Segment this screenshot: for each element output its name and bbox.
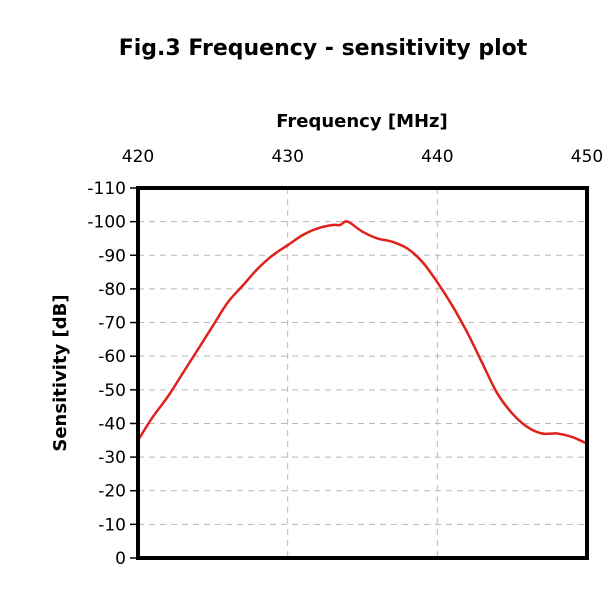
y-tick-label: -20 xyxy=(98,482,126,502)
y-tick-label: -100 xyxy=(87,213,126,233)
x-tick-label: 420 xyxy=(122,147,154,167)
x-tick-label: 440 xyxy=(421,147,453,167)
y-tick-label: -50 xyxy=(98,381,126,401)
y-tick-label: -40 xyxy=(98,414,126,434)
x-tick-label: 450 xyxy=(571,147,603,167)
data-point xyxy=(211,324,214,328)
x-axis-title: Frequency [MHz] xyxy=(276,111,448,132)
data-point xyxy=(181,371,185,375)
data-point xyxy=(151,415,155,418)
data-point xyxy=(525,425,529,428)
sensitivity-line xyxy=(136,220,588,445)
data-point xyxy=(570,435,574,439)
data-point xyxy=(346,220,349,223)
data-point xyxy=(361,230,364,233)
data-point xyxy=(376,237,379,240)
data-point xyxy=(511,412,514,415)
data-point xyxy=(196,348,200,351)
data-point xyxy=(436,281,439,284)
y-tick-label: -10 xyxy=(98,515,126,535)
data-point xyxy=(481,361,484,365)
plot-frame xyxy=(136,186,589,560)
x-tick-labels: 420 430 440 450 xyxy=(122,147,603,167)
data-point xyxy=(496,392,499,395)
data-point xyxy=(271,254,274,257)
data-point xyxy=(256,267,259,270)
chart-title: Fig.3 Frequency - sensitivity plot xyxy=(119,36,528,61)
data-point xyxy=(540,432,544,435)
data-point xyxy=(406,247,409,250)
data-point xyxy=(466,331,469,334)
y-tick-label: -70 xyxy=(98,314,126,334)
y-axis-title: Sensitivity [dB] xyxy=(50,294,71,451)
grid xyxy=(138,188,587,558)
data-point xyxy=(451,304,454,307)
y-tick-label: -80 xyxy=(98,280,126,300)
data-point xyxy=(555,432,559,435)
data-point xyxy=(241,284,244,287)
y-tick-label: -90 xyxy=(98,246,126,266)
data-point xyxy=(166,395,170,398)
x-tick-label: 430 xyxy=(271,147,303,167)
data-point xyxy=(338,223,342,227)
data-point xyxy=(226,301,229,304)
y-tick-label: -60 xyxy=(98,347,126,367)
data-point xyxy=(391,240,394,243)
y-tick-label: -30 xyxy=(98,448,126,468)
data-point xyxy=(421,260,424,264)
y-tick-labels: -110-100-90-80-70-60-50-40-30-20-100 xyxy=(87,179,138,569)
data-point xyxy=(301,233,304,237)
data-point xyxy=(286,244,289,247)
data-point xyxy=(316,227,319,230)
y-tick-label: -110 xyxy=(87,179,126,199)
data-point xyxy=(331,223,334,227)
series-layer xyxy=(136,220,589,445)
y-tick-label: 0 xyxy=(115,549,126,569)
